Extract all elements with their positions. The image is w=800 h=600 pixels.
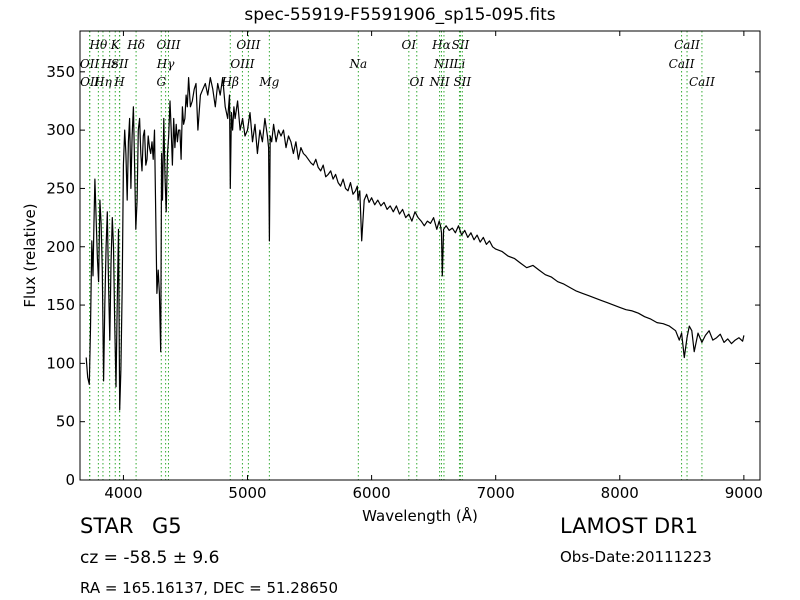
- line-marker-label-13: OIII: [230, 57, 254, 71]
- y-tick-label-0: 0: [65, 471, 75, 489]
- axes-layer: 4000 5000 6000 7000 8000 9000 0 50 100 150 200 250 3…: [46, 30, 763, 502]
- spectrum-series-line-0: [85, 76, 745, 411]
- line-marker-label-12: Hβ: [221, 75, 239, 89]
- redshift-text: cz = -58.5 ± 9.6: [80, 548, 220, 568]
- chart-title: spec-55919-F5591906_sp15-095.fits: [244, 5, 556, 25]
- line-marker-label-14: OIII: [236, 38, 260, 52]
- x-tick-label-2: 6000: [353, 484, 391, 502]
- x-tick-label-1: 5000: [228, 484, 266, 502]
- y-tick-label-7: 350: [46, 63, 75, 81]
- y-axis-label: Flux (relative): [21, 203, 39, 307]
- obs-date: Obs-Date:20111223: [560, 548, 712, 566]
- line-marker-label-8: Hδ: [126, 38, 145, 52]
- line-marker-label-2: OII: [80, 75, 100, 89]
- object-type: STAR: [80, 514, 134, 538]
- plot-frame: [79, 30, 761, 481]
- coordinates-text: RA = 165.16137, DEC = 51.28650: [80, 579, 339, 597]
- x-tick-label-3: 7000: [477, 484, 515, 502]
- axis-labels-layer: Wavelength (Å) Flux (relative): [21, 203, 478, 525]
- line-marker-label-17: OI: [402, 38, 417, 52]
- line-marker-label-18: OI: [409, 75, 424, 89]
- x-tick-label-4: 8000: [601, 484, 639, 502]
- line-marker-label-25: CaII: [674, 38, 700, 52]
- y-tick-label-2: 100: [46, 354, 75, 372]
- line-marker-label-20: NII: [433, 57, 454, 71]
- line-marker-label-23: Li: [453, 57, 466, 71]
- line-marker-label-0: Hθ: [89, 38, 108, 52]
- object-subclass: G5: [152, 514, 182, 538]
- line-marker-label-21: NII: [429, 75, 450, 89]
- line-marker-label-27: CaII: [689, 75, 715, 89]
- y-tick-label-4: 200: [46, 238, 75, 256]
- line-marker-label-22: SII: [452, 38, 470, 52]
- line-marker-label-24: SII: [453, 75, 471, 89]
- survey-name: LAMOST DR1: [560, 514, 699, 538]
- line-marker-label-4: Hε: [100, 57, 118, 71]
- line-marker-label-16: Na: [349, 57, 368, 71]
- x-tick-label-0: 4000: [104, 484, 142, 502]
- line-marker-label-5: K: [110, 38, 121, 52]
- line-marker-label-11: G: [156, 75, 166, 89]
- line-marker-label-9: OIII: [156, 38, 180, 52]
- line-marker-label-3: Hη: [93, 75, 112, 89]
- y-tick-label-5: 250: [46, 179, 75, 197]
- y-tick-label-1: 50: [56, 413, 75, 431]
- x-axis-label: Wavelength (Å): [362, 506, 478, 525]
- line-marker-label-26: CaII: [669, 57, 695, 71]
- line-marker-label-15: Mg: [258, 75, 279, 89]
- y-tick-label-6: 300: [46, 121, 75, 139]
- y-tick-label-3: 150: [46, 296, 75, 314]
- line-marker-label-7: H: [113, 75, 125, 89]
- x-tick-label-5: 9000: [725, 484, 763, 502]
- series-layer: [85, 76, 745, 411]
- line-marker-label-19: Hα: [431, 38, 451, 52]
- line-marker-label-10: Hγ: [156, 57, 175, 71]
